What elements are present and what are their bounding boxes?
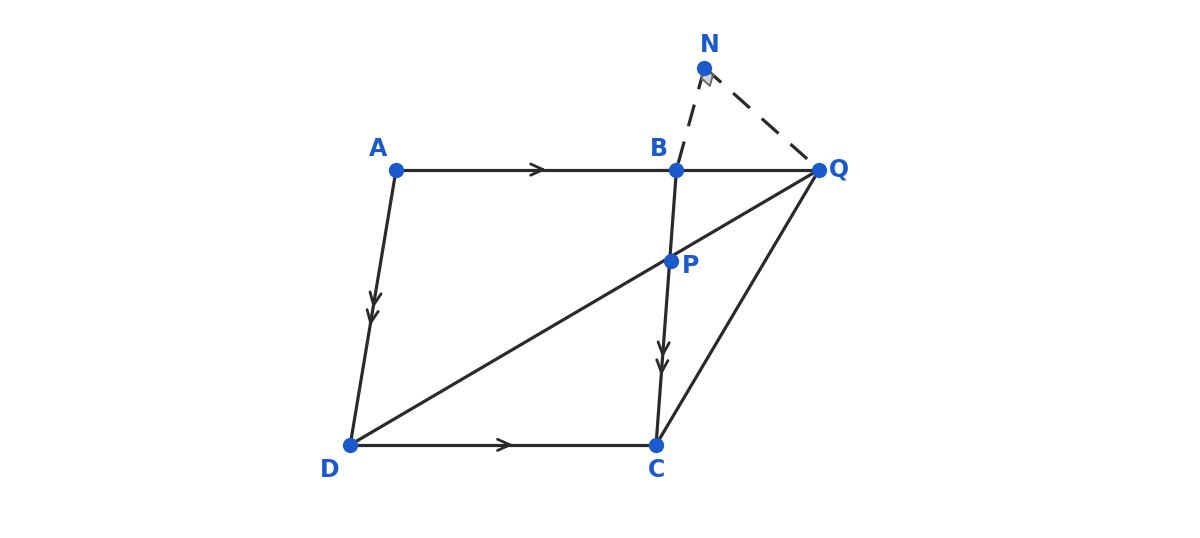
Point [667,165,686,174]
Point [810,165,829,174]
Text: Q: Q [828,158,848,182]
Text: A: A [370,137,388,161]
Point [647,441,666,449]
Text: B: B [649,137,667,161]
Point [386,165,406,174]
Text: C: C [648,458,665,483]
Point [341,441,360,449]
Text: D: D [320,458,340,483]
Polygon shape [702,68,713,86]
Text: P: P [682,254,700,279]
Text: N: N [700,33,720,56]
Point [695,63,714,72]
Point [661,257,680,266]
